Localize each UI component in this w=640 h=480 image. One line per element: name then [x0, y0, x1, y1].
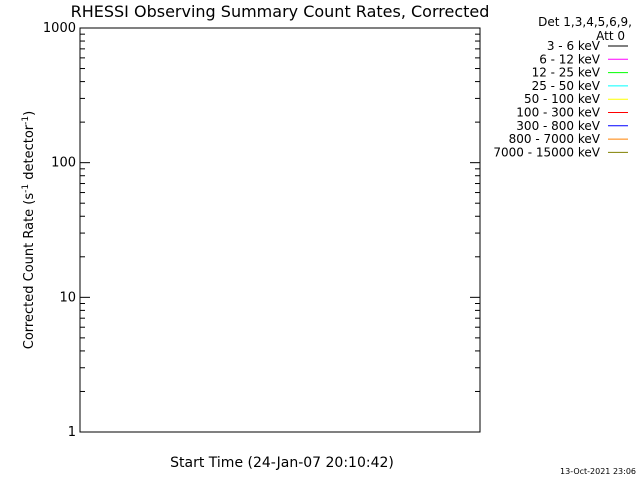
legend-header-detectors: Det 1,3,4,5,6,9,: [538, 15, 632, 29]
legend-label: 100 - 300 keV: [516, 106, 600, 120]
footer-timestamp: 13-Oct-2021 23:06: [560, 467, 636, 476]
y-tick-label: 10: [59, 290, 76, 305]
legend-label: 6 - 12 keV: [539, 52, 601, 66]
y-axis-label-part: detector: [22, 124, 37, 184]
legend-label: 300 - 800 keV: [516, 119, 600, 133]
x-axis-label: Start Time (24-Jan-07 20:10:42): [170, 455, 394, 471]
legend-header-attenuator: Att 0: [596, 29, 625, 43]
axis-ticks: 20:1520:3020:4521:0021:1521:3021:4511010…: [43, 21, 480, 440]
legend-label: 25 - 50 keV: [532, 79, 601, 93]
legend-label: 50 - 100 keV: [524, 92, 601, 106]
legend-label: 3 - 6 keV: [547, 39, 601, 53]
y-axis-label-part: Corrected Count Rate (s: [22, 193, 37, 350]
legend-label: 7000 - 15000 keV: [493, 145, 600, 159]
legend-label: 12 - 25 keV: [532, 66, 601, 80]
y-axis-label: Corrected Count Rate (s-1 detector-1): [21, 111, 37, 349]
chart-title: RHESSI Observing Summary Count Rates, Co…: [71, 2, 490, 21]
y-tick-label: 1: [68, 425, 76, 440]
y-axis-label-superscript: -1: [21, 184, 31, 193]
legend-label: 800 - 7000 keV: [509, 132, 601, 146]
y-tick-label: 1000: [43, 21, 76, 36]
y-axis-label-superscript: -1: [21, 116, 31, 125]
plot-frame: [79, 27, 481, 433]
y-tick-label: 100: [51, 156, 76, 171]
y-axis-label-part: ): [22, 111, 37, 116]
